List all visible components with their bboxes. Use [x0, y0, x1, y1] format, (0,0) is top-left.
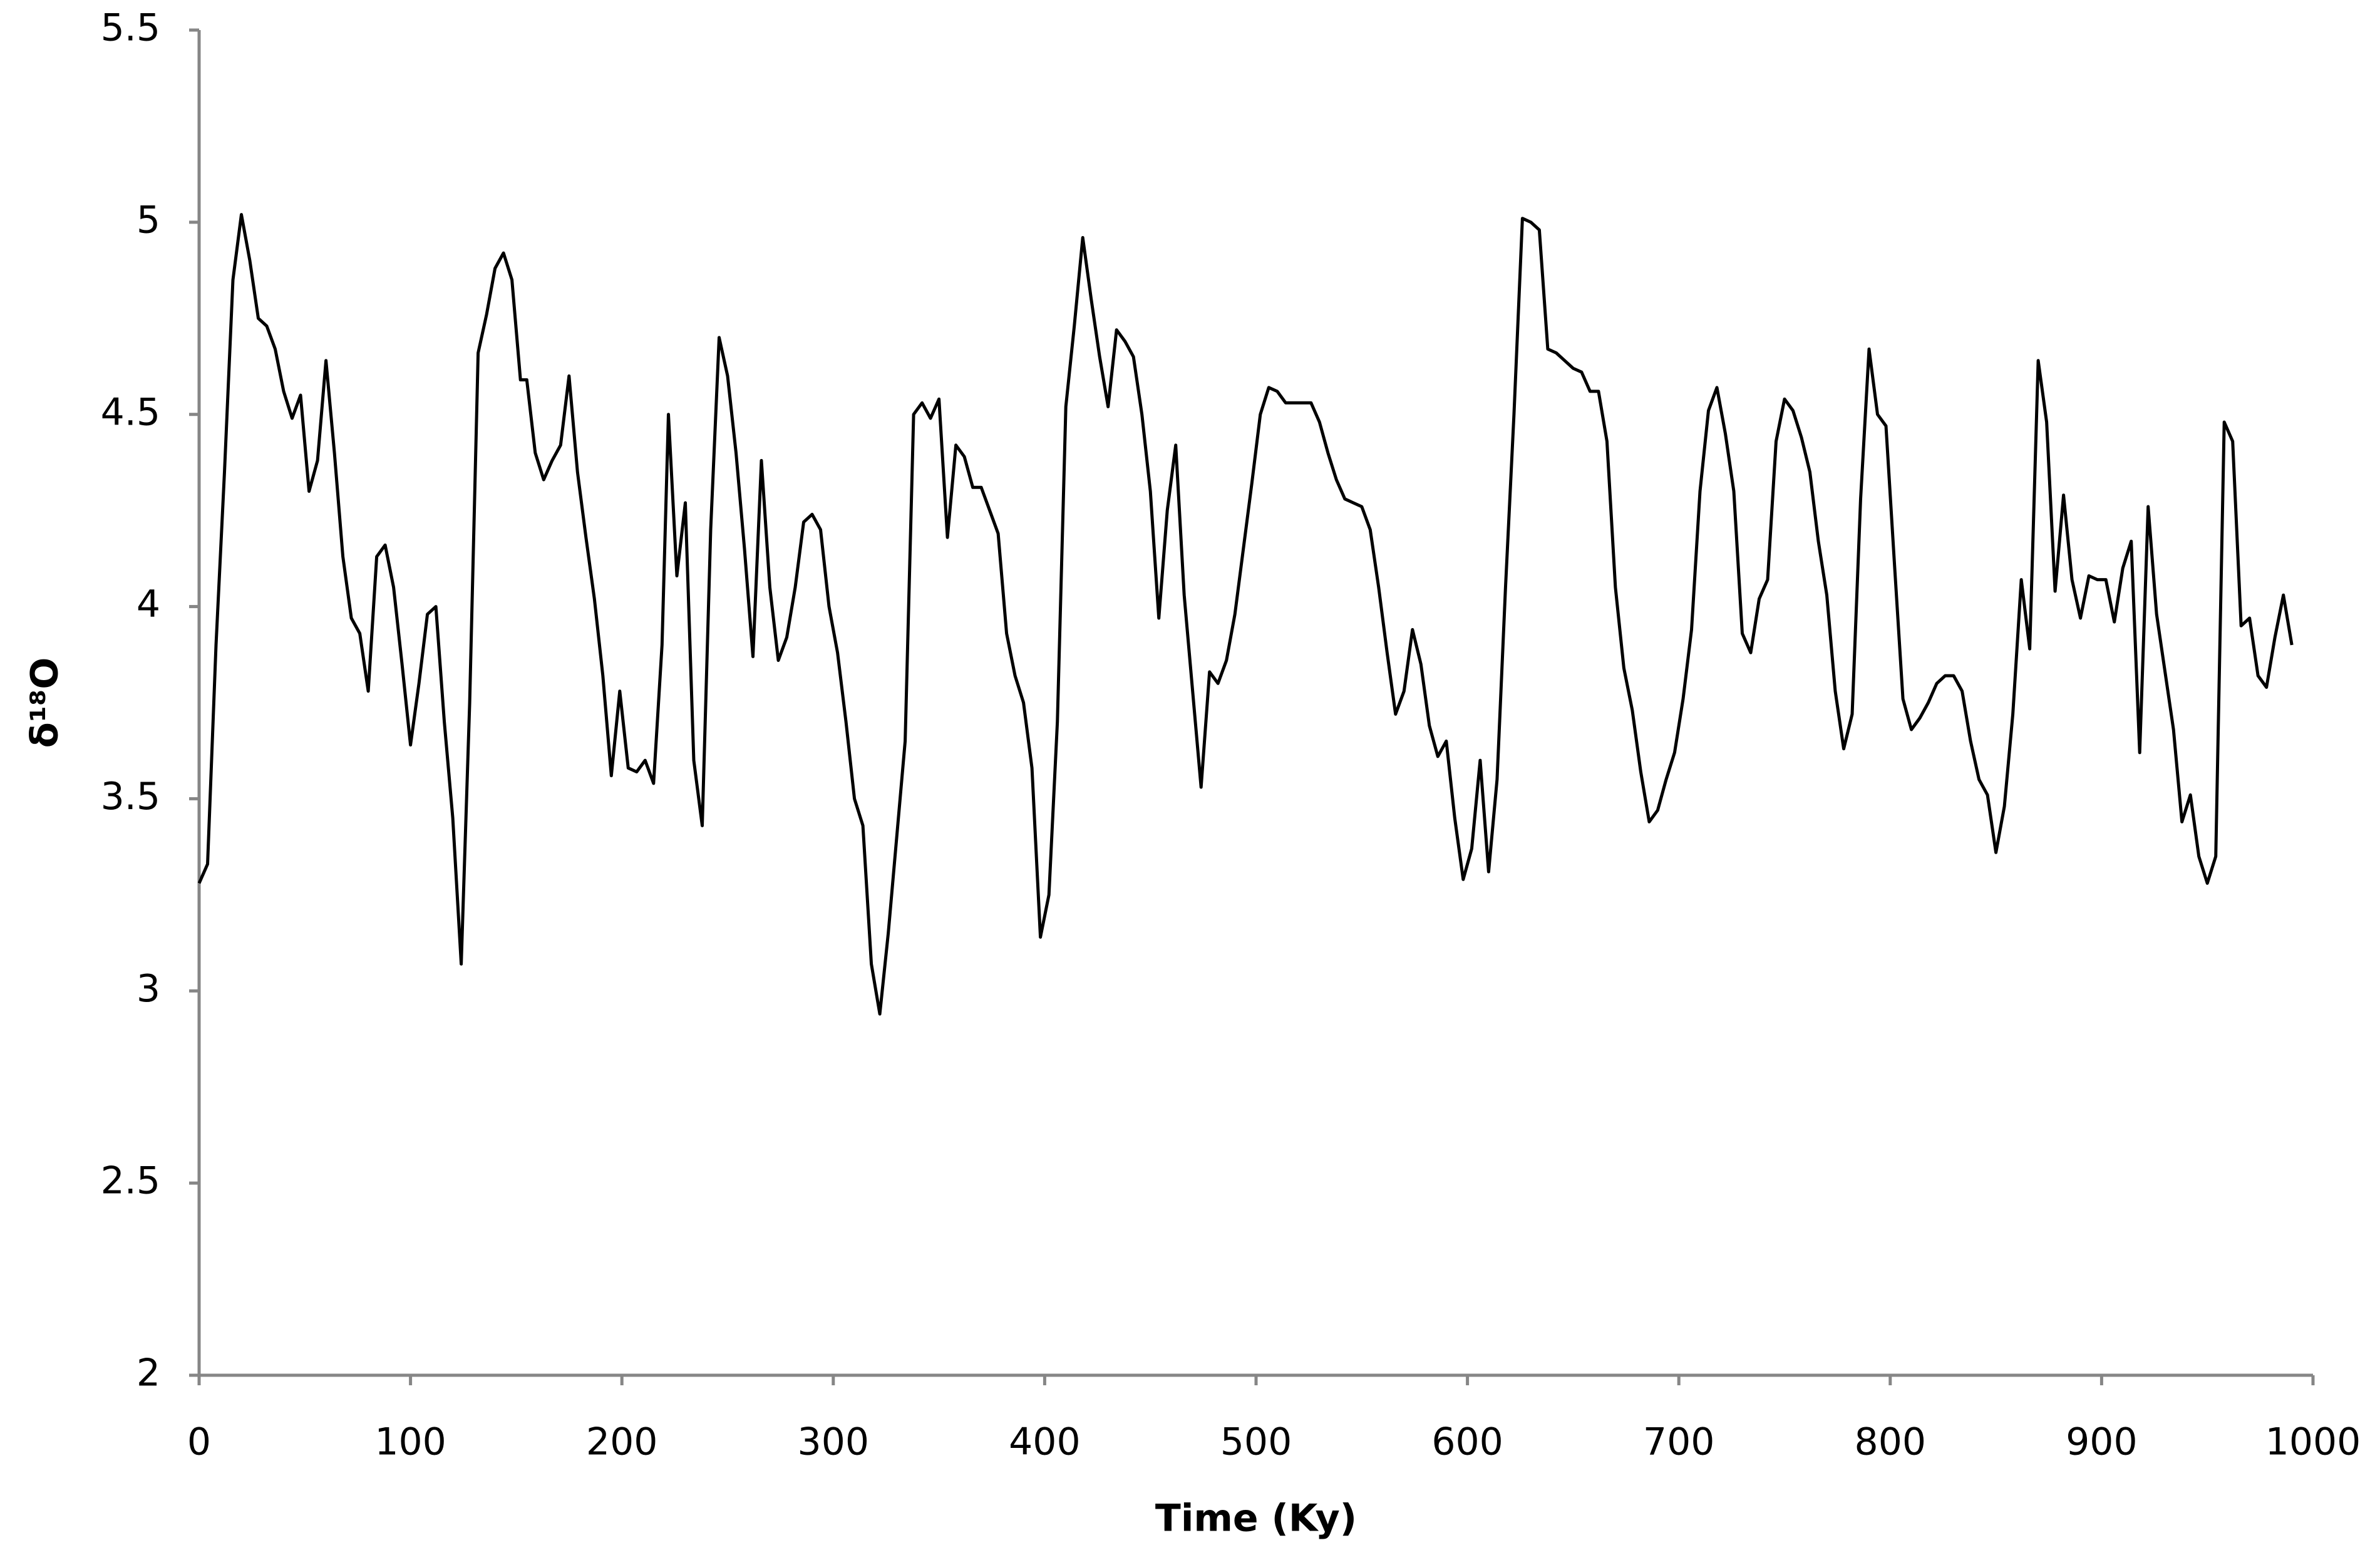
x-tick-label: 100	[374, 1420, 446, 1464]
x-tick-label: 0	[187, 1420, 211, 1464]
x-tick-label: 700	[1643, 1420, 1715, 1464]
y-tick-label: 4	[137, 582, 160, 626]
x-tick-label: 400	[1009, 1420, 1081, 1464]
y-tick-label: 3	[137, 967, 160, 1011]
y-tick-label: 2	[137, 1351, 160, 1395]
x-tick-label: 200	[586, 1420, 658, 1464]
y-axis-title: δ¹⁸O	[23, 658, 67, 748]
x-tick-label: 500	[1220, 1420, 1292, 1464]
y-tick-label: 4.5	[101, 390, 160, 434]
x-axis-title: Time (Ky)	[1155, 1497, 1357, 1541]
y-tick-label: 5.5	[101, 6, 160, 50]
y-tick-label: 2.5	[101, 1159, 160, 1203]
x-tick-label: 600	[1431, 1420, 1503, 1464]
data-line	[197, 213, 2294, 1016]
x-tick-label: 300	[798, 1420, 870, 1464]
x-tick-label: 1000	[2265, 1420, 2361, 1464]
y-tick-label: 3.5	[101, 775, 160, 819]
x-tick-label: 900	[2066, 1420, 2138, 1464]
x-tick-label: 800	[1855, 1420, 1927, 1464]
y-tick-label: 5	[137, 198, 160, 242]
